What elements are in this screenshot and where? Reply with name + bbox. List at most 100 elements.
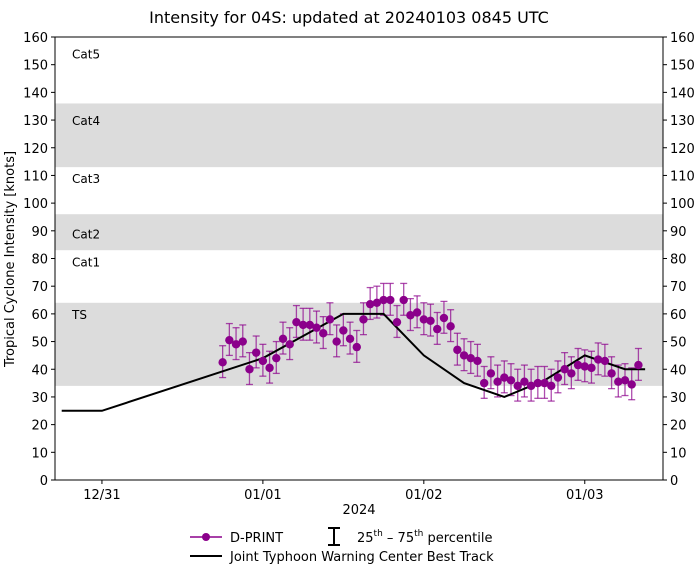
y-tick-label-left: 80 [31, 253, 48, 268]
band-label-cat3: Cat3 [72, 172, 100, 186]
dprint-point [593, 355, 603, 364]
dprint-point [453, 345, 462, 355]
dprint-point [332, 337, 341, 346]
y-tick-label-left: 20 [31, 419, 48, 434]
dprint-point [412, 308, 422, 317]
y-tick-label-right: 0 [670, 474, 678, 489]
dprint-point [238, 337, 247, 346]
y-tick-label-right: 50 [670, 336, 687, 351]
dprint-point [218, 358, 227, 367]
y-tick-label-right: 10 [670, 446, 687, 461]
y-tick-label-right: 140 [670, 86, 695, 101]
dprint-point [439, 313, 449, 323]
dprint-point [547, 381, 556, 391]
dprint-point [312, 323, 321, 332]
dprint-point [600, 356, 610, 366]
y-tick-label-left: 160 [23, 31, 48, 46]
x-tick-label: 12/31 [83, 488, 120, 503]
y-tick-label-right: 120 [670, 142, 695, 157]
dprint-point [466, 353, 475, 363]
y-tick-label-right: 100 [670, 197, 695, 212]
x-tick-label: 01/01 [244, 488, 281, 503]
dprint-point [486, 369, 496, 378]
dprint-point [365, 299, 375, 309]
dprint-point [265, 363, 274, 373]
y-tick-label-right: 130 [670, 114, 695, 129]
dprint-point [426, 316, 435, 325]
band-label-ts: TS [71, 308, 87, 322]
dprint-point [506, 376, 516, 385]
dprint-point [473, 356, 482, 366]
legend-dprint-label: D-PRINT [230, 531, 283, 546]
dprint-point [319, 329, 328, 338]
band-cat4 [55, 103, 663, 168]
dprint-point [278, 334, 288, 343]
band-label-cat2: Cat2 [72, 228, 100, 242]
band-label-cat5: Cat5 [72, 48, 100, 62]
y-tick-label-right: 90 [670, 225, 687, 240]
dprint-point [251, 348, 261, 357]
band-label-cat1: Cat1 [72, 255, 100, 269]
dprint-point [245, 365, 254, 374]
dprint-point [372, 298, 382, 307]
y-tick-label-right: 60 [670, 308, 687, 323]
dprint-point [352, 342, 361, 352]
dprint-point [379, 295, 388, 305]
y-tick-label-left: 140 [23, 86, 48, 101]
y-tick-label-right: 110 [670, 169, 695, 184]
dprint-point [580, 362, 589, 371]
dprint-point [553, 373, 563, 382]
dprint-point [345, 334, 355, 343]
dprint-point [292, 317, 301, 327]
y-tick-label-left: 150 [23, 59, 48, 74]
y-tick-label-left: 40 [31, 363, 48, 378]
y-axis-label: Tropical Cyclone Intensity [knots] [3, 151, 18, 368]
legend-dprint-marker [202, 533, 210, 541]
y-tick-label-right: 150 [670, 59, 695, 74]
dprint-point [500, 373, 509, 382]
x-tick-label: 01/02 [405, 488, 442, 503]
dprint-point [614, 377, 623, 386]
dprint-point [459, 351, 469, 360]
y-tick-label-right: 160 [670, 31, 695, 46]
dprint-point [567, 369, 576, 378]
x-tick-label: 01/03 [566, 488, 603, 503]
y-tick-label-left: 110 [23, 169, 48, 184]
y-tick-label-right: 40 [670, 363, 687, 378]
band-label-cat4: Cat4 [72, 114, 100, 128]
y-tick-label-right: 20 [670, 419, 687, 434]
legend-besttrack-label: Joint Typhoon Warning Center Best Track [229, 550, 494, 565]
dprint-point [520, 377, 529, 386]
dprint-point [399, 295, 408, 305]
dprint-point [298, 320, 308, 330]
dprint-point [446, 322, 455, 331]
dprint-point [607, 369, 616, 378]
dprint-point [285, 340, 294, 349]
y-tick-label-left: 50 [31, 336, 48, 351]
y-tick-label-left: 0 [40, 474, 48, 489]
y-tick-label-left: 120 [23, 142, 48, 157]
dprint-point [479, 378, 489, 388]
dprint-point [406, 311, 415, 320]
dprint-point [392, 317, 402, 327]
y-tick-label-right: 70 [670, 280, 687, 295]
legend-percentile-label: 25th – 75th percentile [357, 529, 492, 546]
dprint-point [225, 335, 234, 345]
dprint-point [359, 315, 368, 324]
y-tick-label-right: 80 [670, 253, 687, 268]
y-tick-label-left: 70 [31, 280, 48, 295]
dprint-point [325, 315, 335, 324]
dprint-point [272, 353, 281, 363]
y-tick-label-left: 60 [31, 308, 48, 323]
dprint-point [386, 295, 395, 305]
dprint-point [231, 340, 241, 349]
y-tick-label-left: 10 [31, 446, 48, 461]
dprint-point [627, 380, 636, 389]
dprint-point [419, 315, 429, 324]
dprint-point [305, 320, 315, 330]
dprint-point [560, 365, 569, 374]
band-cat2 [55, 214, 663, 251]
dprint-point [513, 381, 522, 391]
